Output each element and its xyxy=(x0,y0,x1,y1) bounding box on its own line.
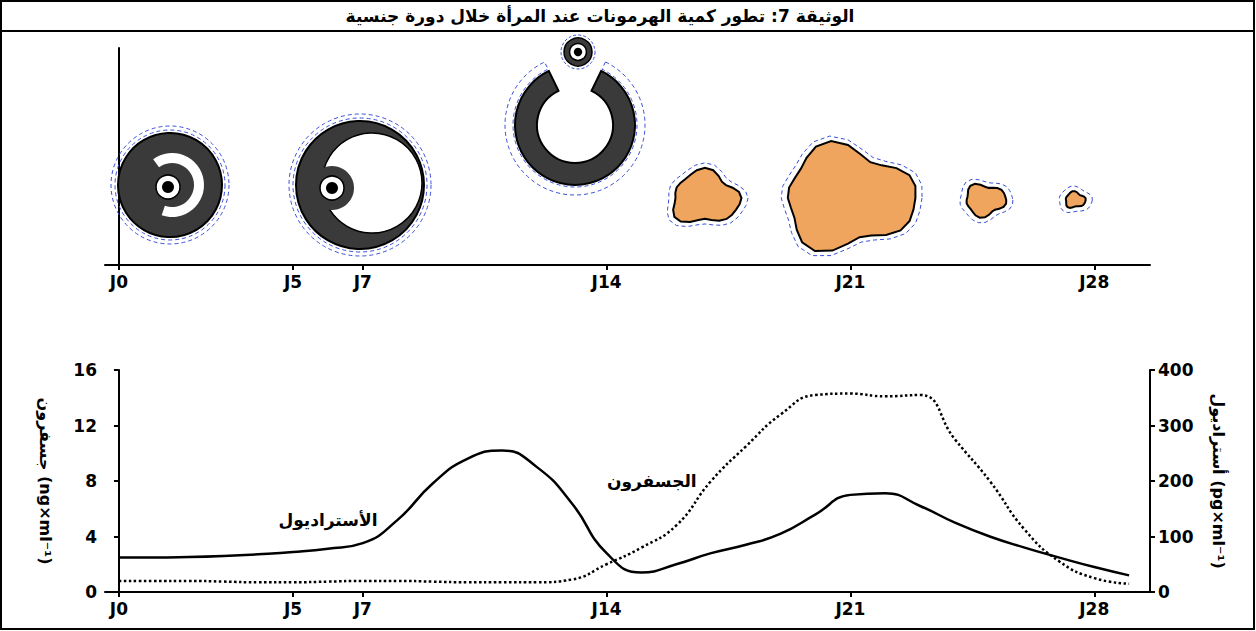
svg-text:100: 100 xyxy=(1158,527,1194,547)
svg-text:جسفرون (ng×ml⁻¹): جسفرون (ng×ml⁻¹) xyxy=(36,398,55,565)
svg-text:الوثيقة 7: تطور كمية الهرمونات: الوثيقة 7: تطور كمية الهرمونات عند المرأ… xyxy=(346,5,855,27)
svg-text:J14: J14 xyxy=(591,272,622,292)
svg-text:J21: J21 xyxy=(834,599,865,619)
svg-text:J28: J28 xyxy=(1078,599,1109,619)
svg-text:0: 0 xyxy=(1158,582,1170,602)
svg-text:12: 12 xyxy=(73,416,97,436)
svg-text:J28: J28 xyxy=(1078,272,1109,292)
svg-text:300: 300 xyxy=(1158,416,1194,436)
svg-text:الجسفرون: الجسفرون xyxy=(607,471,697,492)
svg-text:4: 4 xyxy=(85,527,97,547)
svg-text:200: 200 xyxy=(1158,471,1194,491)
svg-text:16: 16 xyxy=(73,360,97,380)
svg-text:أستراديول (pg×ml⁻¹): أستراديول (pg×ml⁻¹) xyxy=(1209,393,1229,568)
svg-text:400: 400 xyxy=(1158,360,1194,380)
svg-text:J14: J14 xyxy=(591,599,622,619)
svg-text:J0: J0 xyxy=(109,599,128,619)
svg-text:8: 8 xyxy=(85,471,97,491)
svg-text:J0: J0 xyxy=(109,272,128,292)
svg-text:0: 0 xyxy=(85,582,97,602)
svg-text:J7: J7 xyxy=(353,272,372,292)
svg-text:J5: J5 xyxy=(283,272,302,292)
svg-text:J7: J7 xyxy=(353,599,372,619)
svg-text:الأستراديول: الأستراديول xyxy=(278,510,377,531)
svg-text:J5: J5 xyxy=(283,599,302,619)
svg-text:J21: J21 xyxy=(834,272,865,292)
